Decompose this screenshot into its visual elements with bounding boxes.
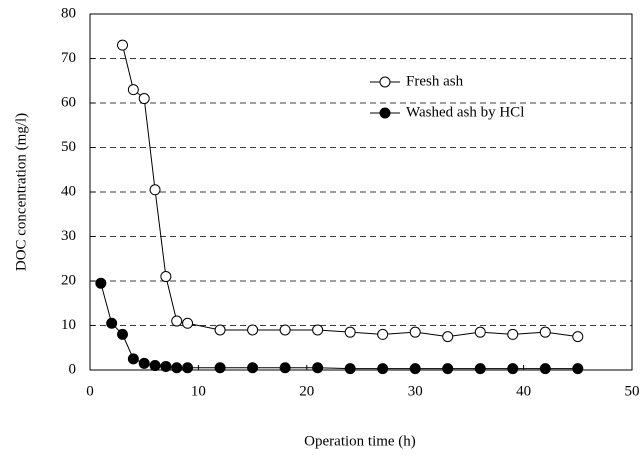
data-point <box>507 328 519 340</box>
x-tick-label: 30 <box>408 383 423 399</box>
data-point <box>149 360 161 372</box>
data-point <box>171 315 183 327</box>
data-point <box>214 324 226 336</box>
data-point <box>312 324 324 336</box>
data-point <box>539 363 551 375</box>
data-point <box>279 362 291 374</box>
y-tick-label: 80 <box>61 5 76 21</box>
data-point <box>409 363 421 375</box>
legend-label: Fresh ash <box>406 73 464 89</box>
data-point <box>442 363 454 375</box>
data-point <box>507 363 519 375</box>
data-point <box>409 326 421 338</box>
data-point <box>214 362 226 374</box>
data-point <box>138 93 150 105</box>
y-tick-label: 50 <box>61 139 76 155</box>
data-point <box>344 326 356 338</box>
y-tick-label: 40 <box>61 183 76 199</box>
data-point <box>127 84 139 96</box>
data-point <box>539 326 551 338</box>
legend-label: Washed ash by HCl <box>406 104 524 120</box>
data-point <box>106 317 118 329</box>
data-point <box>247 324 259 336</box>
x-tick-label: 40 <box>516 383 531 399</box>
data-point <box>149 184 161 196</box>
y-tick-label: 30 <box>61 228 76 244</box>
data-point <box>344 363 356 375</box>
data-point <box>160 271 172 283</box>
legend-marker <box>379 76 391 88</box>
y-tick-label: 20 <box>61 272 76 288</box>
y-tick-label: 60 <box>61 94 76 110</box>
data-point <box>312 362 324 374</box>
data-point <box>182 362 194 374</box>
x-tick-label: 0 <box>86 383 94 399</box>
data-point <box>377 328 389 340</box>
data-point <box>572 331 584 343</box>
series-line <box>122 45 578 338</box>
legend-marker <box>379 107 391 119</box>
plot-frame <box>89 13 633 371</box>
data-point <box>160 360 172 372</box>
data-point <box>442 331 454 343</box>
data-point <box>572 363 584 375</box>
y-tick-label: 10 <box>61 317 76 333</box>
data-point <box>474 363 486 375</box>
data-point <box>171 362 183 374</box>
x-tick-label: 50 <box>625 383 640 399</box>
y-axis-label: DOC concentration (mg/l) <box>13 113 29 271</box>
x-tick-label: 20 <box>299 383 314 399</box>
data-point <box>117 328 129 340</box>
data-point <box>182 317 194 329</box>
data-point <box>95 277 107 289</box>
x-axis-label: Operation time (h) <box>304 433 416 449</box>
x-tick-label: 10 <box>191 383 206 399</box>
data-point <box>279 324 291 336</box>
data-point <box>474 326 486 338</box>
y-tick-label: 0 <box>69 361 77 377</box>
data-point <box>117 39 129 51</box>
data-point <box>138 357 150 369</box>
data-point <box>127 353 139 365</box>
data-point <box>247 362 259 374</box>
data-point <box>377 363 389 375</box>
y-tick-label: 70 <box>61 50 76 66</box>
series-line <box>100 283 578 370</box>
